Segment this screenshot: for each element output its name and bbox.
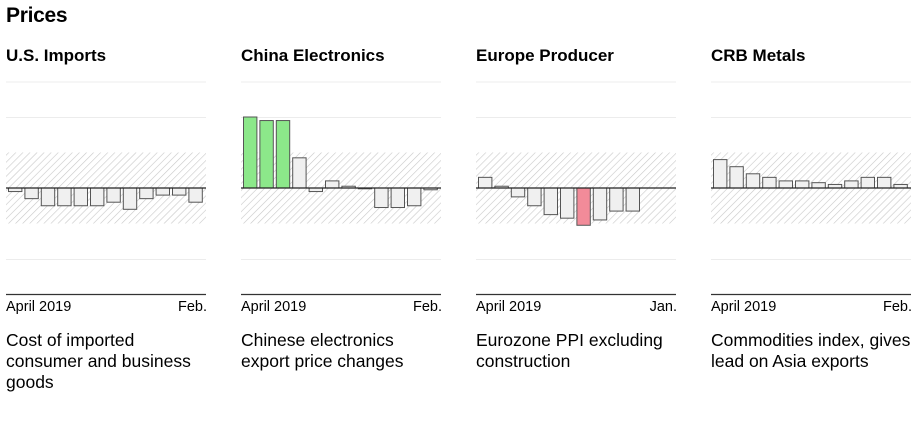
bar (292, 157, 307, 189)
bar (745, 173, 761, 189)
bar (259, 120, 274, 189)
bar (122, 187, 138, 210)
x-end-tick-label: Jan. (649, 299, 677, 315)
bar (576, 187, 591, 226)
bar (560, 187, 575, 219)
bar-chart (6, 81, 206, 296)
bar (90, 187, 105, 207)
bar (243, 116, 258, 189)
chart-title: CRB Metals (711, 46, 806, 65)
bar (57, 187, 72, 207)
bar (155, 187, 171, 196)
bar (625, 187, 641, 212)
bar (374, 187, 389, 209)
x-start-tick-label: April 2019 (476, 299, 542, 315)
bar (73, 187, 88, 207)
bar (811, 182, 826, 189)
bar (478, 176, 493, 189)
chart-description: Eurozone PPI excluding construction (476, 330, 663, 371)
bar (762, 176, 777, 189)
chart-panel: U.S. Imports April 2019 Feb. Cost of import… (6, 0, 207, 426)
page-title: Prices (6, 4, 68, 27)
x-end-tick-label: Feb. (412, 299, 442, 315)
bar-chart (711, 81, 911, 296)
x-start-tick-label: April 2019 (6, 299, 72, 315)
bar (139, 187, 154, 200)
bar (778, 180, 793, 189)
x-end-tick-label: Feb. (882, 299, 912, 315)
bar (390, 187, 406, 209)
bar (325, 180, 340, 189)
bar (106, 187, 121, 203)
bar (24, 187, 39, 200)
bar (188, 187, 203, 203)
bar (172, 187, 187, 196)
chart-title: Europe Producer (476, 46, 614, 65)
bar (609, 187, 624, 212)
chart-panel: China Electronics April 2019 Feb. Chinese e… (241, 0, 442, 426)
bar-chart (241, 81, 441, 296)
bar (844, 180, 859, 189)
bar (275, 120, 291, 189)
chart-panel: Europe Producer April 2019 Jan. Eurozone PP… (476, 0, 677, 426)
x-start-tick-label: April 2019 (711, 299, 777, 315)
bar (592, 187, 608, 221)
chart-title: China Electronics (241, 46, 385, 65)
bar (795, 180, 810, 189)
bar (877, 176, 892, 189)
bar (543, 187, 558, 216)
chart-description: Chinese electronics export price changes (241, 330, 404, 371)
bar (860, 176, 876, 189)
bar (729, 166, 744, 189)
bar (713, 159, 728, 189)
chart-title: U.S. Imports (6, 46, 107, 65)
x-start-tick-label: April 2019 (241, 299, 307, 315)
bar (407, 187, 422, 207)
chart-description: Commodities index, gives lead on Asia ex… (711, 330, 911, 371)
bar (527, 187, 542, 207)
bar (40, 187, 56, 207)
bar (510, 187, 526, 198)
chart-panel: CRB Metals April 2019 Feb. Commodities inde… (711, 0, 912, 426)
chart-description: Cost of imported consumer and business g… (6, 330, 191, 392)
x-end-tick-label: Feb. (177, 299, 207, 315)
bar-chart (476, 81, 676, 296)
